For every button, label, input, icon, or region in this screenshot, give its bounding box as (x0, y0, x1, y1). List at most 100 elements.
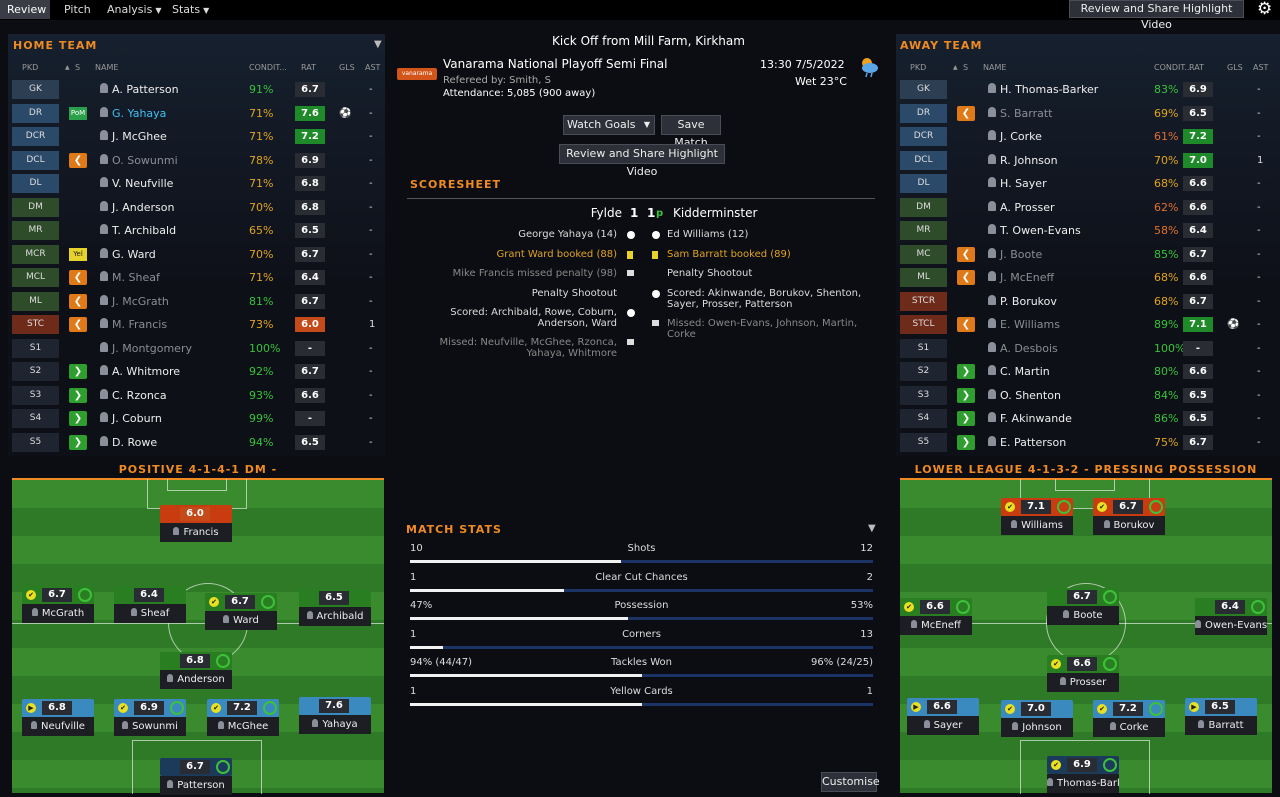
player-row[interactable]: GK A. Patterson 91% 6.7 - (12, 78, 384, 101)
player-row[interactable]: STC ❮ M. Francis 73% 6.0 1 (12, 313, 384, 336)
col-header-name[interactable]: NAME (983, 63, 1007, 72)
player-row[interactable]: MCR Yel G. Ward 70% 6.7 - (12, 243, 384, 266)
tab-review[interactable]: Review (0, 0, 50, 19)
player-name[interactable]: E. Patterson (1000, 435, 1067, 449)
pitch-player-token[interactable]: ▶ 6.6 Sayer (907, 698, 979, 738)
pitch-player-token[interactable]: 6.7 Patterson (160, 758, 232, 797)
col-header-ast[interactable]: AST (1253, 63, 1269, 72)
player-name[interactable]: J. Montgomery (112, 341, 192, 355)
player-name[interactable]: M. Francis (112, 318, 168, 331)
review-share-button[interactable]: Review and Share Highlight Video (1069, 0, 1244, 31)
col-header-ast[interactable]: AST (365, 63, 381, 72)
player-name[interactable]: C. Martin (1000, 365, 1050, 378)
player-name[interactable]: P. Borukov (1000, 294, 1057, 308)
player-name[interactable]: J. Boote (1000, 247, 1043, 261)
player-row[interactable]: DR ❮ S. Barratt 69% 6.5 - (900, 102, 1272, 125)
pitch-player-token[interactable]: ✔ 6.9 Sowunmi (114, 699, 186, 739)
player-row[interactable]: DCR J. Corke 61% 7.2 - (900, 125, 1272, 148)
player-row[interactable]: MR T. Archibald 65% 6.5 - (12, 219, 384, 242)
pitch-player-token[interactable]: ✔ 6.6 McEneff (900, 598, 972, 638)
player-row[interactable]: GK H. Thomas-Barker 83% 6.9 - (900, 78, 1272, 101)
pitch-player-token[interactable]: ✔ 7.2 McGhee (207, 699, 279, 739)
player-row[interactable]: ML ❮ J. McEneff 68% 6.6 - (900, 266, 1272, 289)
player-name[interactable]: O. Sowunmi (112, 153, 178, 167)
player-name[interactable]: J. McGhee (112, 130, 167, 143)
player-row[interactable]: MR T. Owen-Evans 58% 6.4 - (900, 219, 1272, 242)
pitch-player-token[interactable]: ✔ 7.2 Corke (1093, 700, 1165, 740)
player-name[interactable]: A. Desbois (1000, 341, 1058, 355)
player-name[interactable]: G. Yahaya (112, 106, 167, 120)
player-name[interactable]: H. Sayer (1000, 177, 1047, 190)
pitch-player-token[interactable]: ✔ 6.6 Prosser (1047, 655, 1119, 695)
player-row[interactable]: S3 ❯ O. Shenton 84% 6.5 - (900, 384, 1272, 407)
chevron-down-icon[interactable]: ▼ (374, 39, 382, 50)
player-name[interactable]: S. Barratt (1000, 106, 1053, 120)
pitch-player-token[interactable]: ▶ 6.5 Barratt (1185, 698, 1257, 738)
player-name[interactable]: J. McEneff (1000, 271, 1055, 284)
pitch-player-token[interactable]: 6.0 Francis (160, 505, 232, 545)
pitch-player-token[interactable]: 7.6 Yahaya (299, 697, 371, 737)
player-row[interactable]: MC ❮ J. Boote 85% 6.7 - (900, 243, 1272, 266)
player-row[interactable]: STCL ❮ E. Williams 89% 7.1 ⚽ - (900, 313, 1272, 336)
player-name[interactable]: O. Shenton (1000, 388, 1061, 402)
gear-icon[interactable]: ⚙ (1257, 0, 1273, 19)
player-row[interactable]: S2 ❯ A. Whitmore 92% 6.7 - (12, 360, 384, 383)
player-row[interactable]: ML ❮ J. McGrath 81% 6.7 - (12, 290, 384, 313)
pitch-player-token[interactable]: ▶ 6.8 Neufville (22, 699, 94, 739)
col-header-gls[interactable]: GLS (1227, 63, 1243, 72)
player-name[interactable]: D. Rowe (112, 435, 158, 449)
pitch-player-token[interactable]: 6.5 Archibald (299, 589, 371, 629)
col-header-gls[interactable]: GLS (339, 63, 355, 72)
pitch-player-token[interactable]: ✔ 6.7 McGrath (22, 586, 94, 626)
tab-analysis[interactable]: Analysis ▼ (107, 3, 162, 16)
player-name[interactable]: J. Corke (1000, 130, 1042, 143)
col-header-pkd[interactable]: PKD (22, 63, 39, 72)
player-row[interactable]: DM A. Prosser 62% 6.6 - (900, 196, 1272, 219)
pitch-player-token[interactable]: ✔ 6.7 Borukov (1093, 498, 1165, 538)
player-name[interactable]: F. Akinwande (1000, 412, 1072, 425)
col-header-pkd[interactable]: PKD (910, 63, 927, 72)
pitch-player-token[interactable]: 6.7 Boote (1047, 588, 1119, 628)
player-name[interactable]: A. Prosser (1000, 200, 1055, 214)
player-row[interactable]: S4 ❯ F. Akinwande 86% 6.5 - (900, 407, 1272, 430)
player-row[interactable]: DM J. Anderson 70% 6.8 - (12, 196, 384, 219)
player-name[interactable]: A. Patterson (112, 83, 179, 96)
col-header-rat[interactable]: RAT (301, 63, 316, 72)
player-name[interactable]: T. Owen-Evans (1000, 224, 1081, 237)
player-name[interactable]: E. Williams (1000, 318, 1060, 331)
player-row[interactable]: DCL R. Johnson 70% 7.0 1 (900, 149, 1272, 172)
pitch-player-token[interactable]: 6.8 Anderson (160, 652, 232, 692)
player-name[interactable]: H. Thomas-Barker (1000, 83, 1099, 96)
tab-stats[interactable]: Stats ▼ (172, 3, 210, 16)
player-name[interactable]: R. Johnson (1000, 153, 1058, 167)
save-match-button[interactable]: Save Match (661, 115, 721, 149)
player-row[interactable]: S5 ❯ E. Patterson 75% 6.7 - (900, 431, 1272, 454)
player-name[interactable]: C. Rzonca (112, 388, 167, 402)
player-row[interactable]: DCR J. McGhee 71% 7.2 - (12, 125, 384, 148)
pitch-player-token[interactable]: ✔ 7.1 Williams (1001, 498, 1073, 538)
player-row[interactable]: S2 ❯ C. Martin 80% 6.6 - (900, 360, 1272, 383)
player-row[interactable]: DR PoM G. Yahaya 71% 7.6 ⚽ - (12, 102, 384, 125)
player-name[interactable]: J. Anderson (112, 200, 175, 214)
chevron-down-icon[interactable]: ▼ (868, 523, 876, 534)
col-header-s[interactable]: S (963, 63, 969, 72)
player-row[interactable]: DL V. Neufville 71% 6.8 - (12, 172, 384, 195)
player-row[interactable]: DCL ❮ O. Sowunmi 78% 6.9 - (12, 149, 384, 172)
player-name[interactable]: A. Whitmore (112, 365, 181, 378)
customise-button[interactable]: Customise (821, 772, 880, 792)
col-header-s[interactable]: S (75, 63, 81, 72)
pitch-player-token[interactable]: ✔ 6.9 Thomas-Barker (1047, 756, 1119, 796)
player-row[interactable]: DL H. Sayer 68% 6.6 - (900, 172, 1272, 195)
player-row[interactable]: MCL ❮ M. Sheaf 71% 6.4 - (12, 266, 384, 289)
col-header-cond[interactable]: CONDIT... (249, 63, 287, 72)
watch-goals-dropdown[interactable]: Watch Goals ▼ (563, 115, 655, 135)
pitch-player-token[interactable]: ✔ 6.7 Ward (205, 593, 277, 633)
player-name[interactable]: T. Archibald (112, 224, 177, 237)
pitch-player-token[interactable]: ✔ 7.0 Johnson (1001, 700, 1073, 740)
tab-pitch[interactable]: Pitch (64, 3, 91, 16)
player-row[interactable]: S3 ❯ C. Rzonca 93% 6.6 - (12, 384, 384, 407)
player-name[interactable]: V. Neufville (112, 177, 174, 190)
review-share-highlight-button[interactable]: Review and Share Highlight Video (559, 144, 725, 178)
player-name[interactable]: M. Sheaf (112, 271, 160, 284)
col-header-rat[interactable]: RAT (1189, 63, 1204, 72)
